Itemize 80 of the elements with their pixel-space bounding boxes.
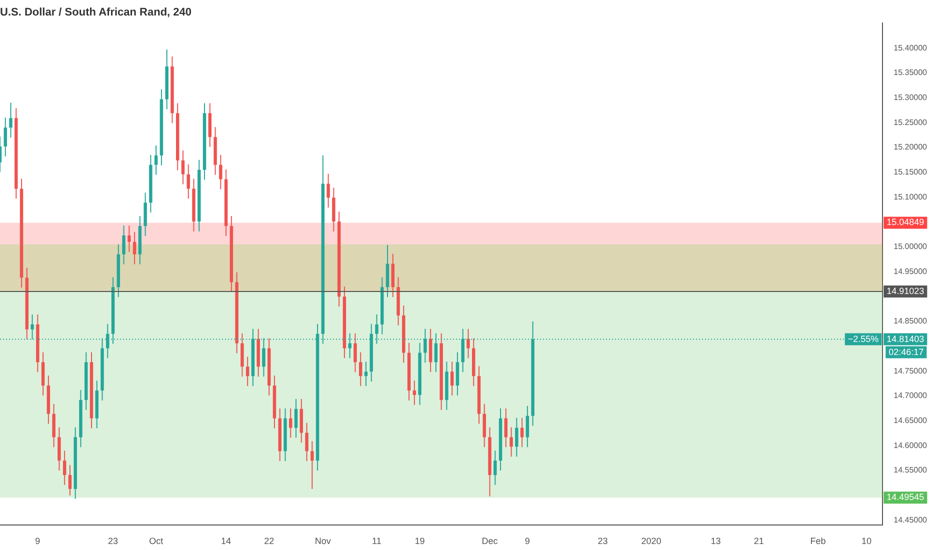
x-tick-label: 9 bbox=[524, 536, 530, 546]
candlestick bbox=[358, 352, 362, 387]
candlestick bbox=[208, 102, 212, 148]
y-tick-label: 15.20000 bbox=[894, 142, 928, 152]
candlestick bbox=[412, 380, 416, 406]
x-tick-label: 11 bbox=[372, 536, 382, 546]
y-tick-label: 14.85000 bbox=[894, 316, 928, 326]
candlestick bbox=[246, 356, 250, 387]
candlestick bbox=[128, 224, 131, 252]
x-tick-label: 19 bbox=[414, 536, 425, 546]
candlestick bbox=[386, 244, 390, 298]
band-label: 15.04849 bbox=[886, 217, 924, 228]
candlestick bbox=[52, 403, 56, 448]
candlestick bbox=[144, 192, 147, 236]
y-tick-label: 14.70000 bbox=[894, 391, 928, 400]
y-tick-label: 15.10000 bbox=[894, 192, 928, 202]
text: 02:46:17 bbox=[888, 346, 924, 357]
candlestick bbox=[450, 361, 454, 396]
x-tick-label: 2020 bbox=[641, 536, 662, 546]
candlestick bbox=[58, 426, 61, 472]
candlestick bbox=[132, 231, 136, 265]
candlestick bbox=[332, 187, 336, 232]
y-tick-label: 15.35000 bbox=[894, 68, 928, 78]
candlestick bbox=[181, 150, 185, 185]
candlestick bbox=[122, 224, 126, 265]
candlestick bbox=[354, 332, 357, 373]
candlestick bbox=[466, 328, 470, 359]
x-tick-label: Oct bbox=[149, 536, 164, 546]
candlestick bbox=[41, 352, 45, 396]
x-tick-label: Nov bbox=[314, 536, 332, 546]
x-tick-label: 23 bbox=[108, 536, 118, 546]
candlestick bbox=[364, 361, 368, 387]
ref-line-label: 14.91023 bbox=[886, 286, 924, 296]
candlestick bbox=[391, 253, 394, 298]
x-tick-label: 10 bbox=[861, 536, 872, 546]
y-tick-label: 15.25000 bbox=[894, 118, 928, 127]
candlestick bbox=[62, 450, 66, 486]
y-tick-label: 14.95000 bbox=[894, 266, 928, 276]
candlestick bbox=[9, 102, 12, 138]
x-tick-label: Dec bbox=[482, 536, 498, 546]
ref-line-label: 14.81403 bbox=[886, 334, 924, 344]
y-tick-label: 14.45000 bbox=[894, 515, 928, 524]
candlestick bbox=[186, 164, 190, 200]
candlestick bbox=[326, 173, 330, 208]
x-tick-label: 14 bbox=[221, 536, 232, 546]
candlestick bbox=[310, 440, 314, 490]
x-tick-label: 21 bbox=[754, 536, 764, 546]
candlestick bbox=[240, 332, 244, 378]
candlestick bbox=[154, 144, 158, 176]
candlestick bbox=[300, 398, 303, 444]
y-tick-label: 15.30000 bbox=[894, 92, 928, 102]
candlestick bbox=[294, 398, 298, 438]
candlestick bbox=[482, 403, 486, 448]
y-tick-label: 14.65000 bbox=[894, 416, 928, 426]
y-tick-label: 14.60000 bbox=[894, 440, 928, 450]
candlestick bbox=[504, 408, 508, 448]
x-tick-label: 9 bbox=[35, 536, 40, 546]
candlestick bbox=[219, 154, 222, 190]
candlestick bbox=[289, 408, 292, 438]
candlestick bbox=[428, 328, 432, 373]
y-tick-label: 15.15000 bbox=[894, 168, 928, 177]
y-tick-label: 15.40000 bbox=[894, 43, 928, 52]
band-label: 14.49545 bbox=[886, 492, 924, 502]
candlestick bbox=[4, 117, 7, 157]
x-tick-label: 23 bbox=[598, 536, 608, 546]
chart-title: U.S. Dollar / South African Rand, 240 bbox=[0, 6, 192, 19]
y-tick-label: 15.00000 bbox=[894, 242, 928, 252]
x-tick-label: Feb bbox=[810, 536, 826, 546]
candlestick bbox=[68, 464, 72, 496]
candlestick bbox=[510, 426, 513, 458]
y-tick-label: 14.55000 bbox=[894, 466, 928, 475]
candlestick bbox=[305, 422, 308, 462]
candlestick bbox=[494, 450, 497, 486]
candlestick bbox=[526, 405, 530, 448]
candlestick bbox=[515, 417, 518, 458]
candlestick bbox=[456, 352, 460, 396]
x-tick-label: 22 bbox=[264, 536, 274, 546]
x-tick-label: 13 bbox=[710, 536, 721, 546]
annotation: −2.55% bbox=[848, 334, 879, 344]
y-tick-label: 14.75000 bbox=[894, 366, 928, 376]
